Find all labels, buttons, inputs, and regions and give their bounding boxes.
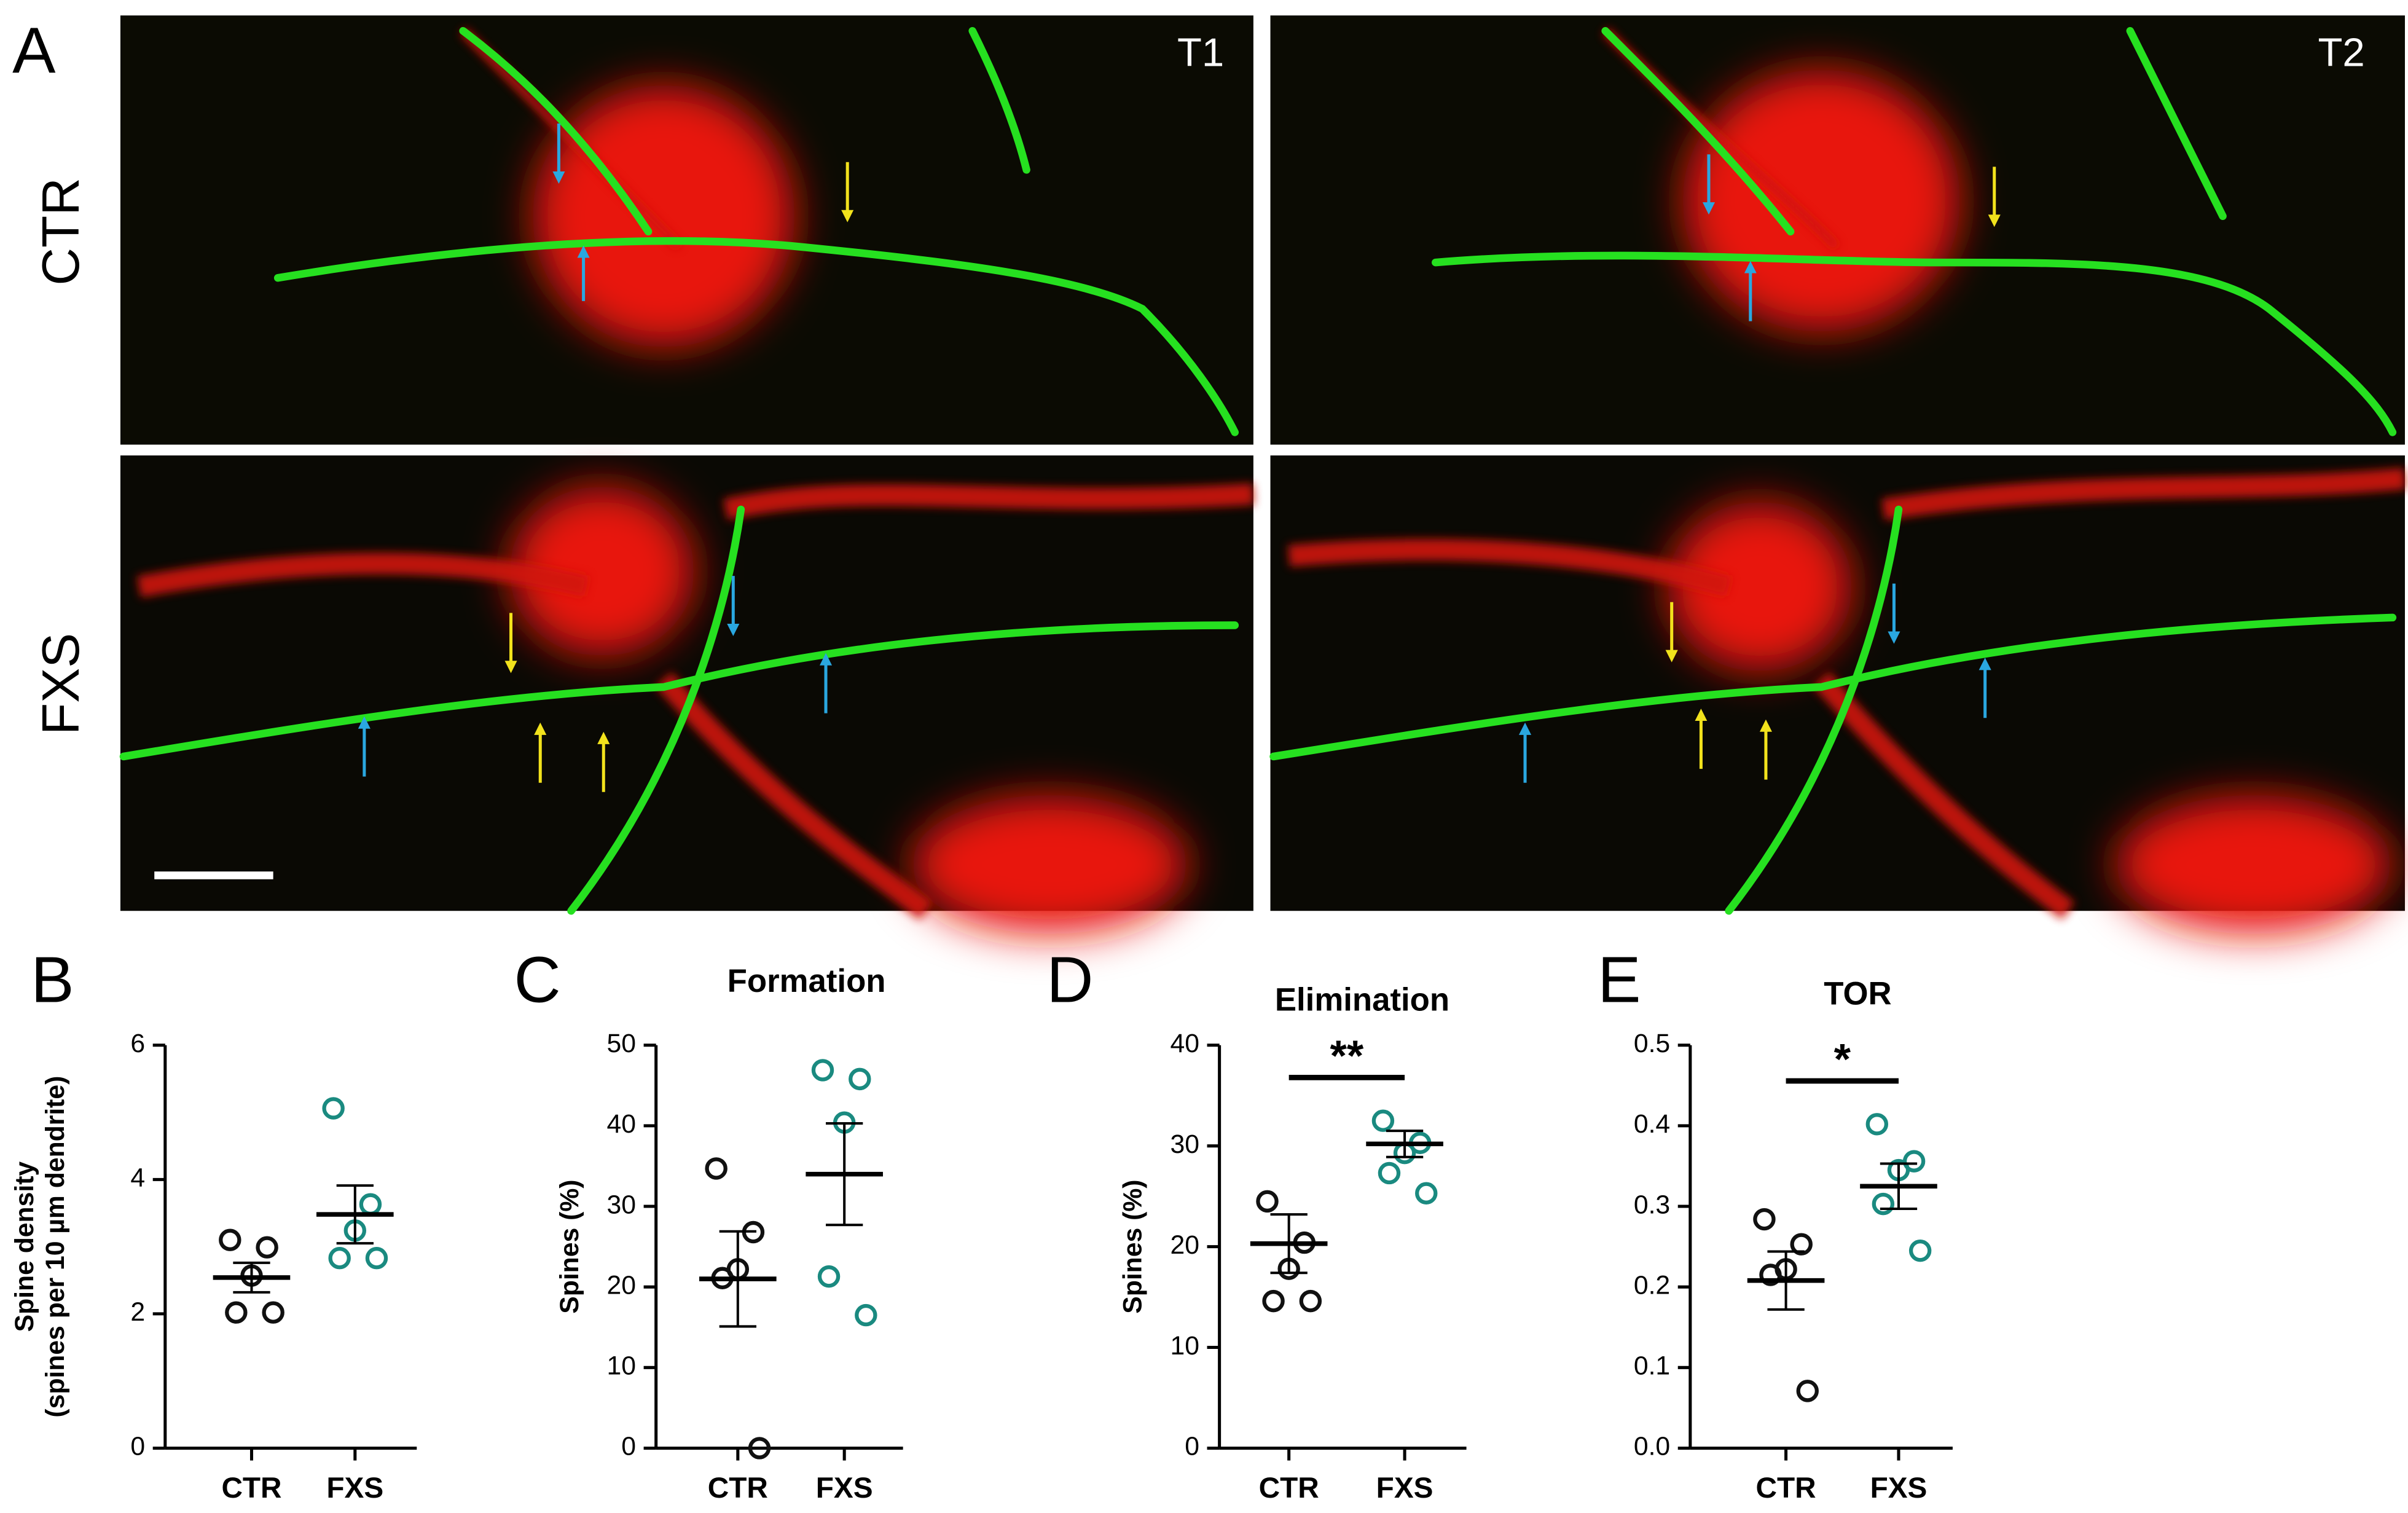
panel-label: E: [1598, 944, 1641, 1016]
y-tick-label: 40: [1170, 1029, 1199, 1058]
micrographs: [119, 15, 2406, 934]
y-tick-label: 20: [607, 1270, 636, 1300]
y-tick-label: 0.2: [1634, 1270, 1670, 1300]
x-tick-label: CTR: [1259, 1472, 1319, 1504]
data-point: [1790, 1233, 1813, 1256]
significance-label: **: [1330, 1031, 1364, 1080]
data-point: [817, 1265, 841, 1288]
y-tick-label: 40: [607, 1109, 636, 1139]
data-point: [256, 1236, 278, 1259]
column-label: T1: [1177, 30, 1224, 75]
data-point: [1378, 1161, 1401, 1185]
chart-title: Formation: [727, 963, 886, 999]
chart-title: TOR: [1824, 975, 1891, 1012]
x-tick-label: FXS: [326, 1472, 383, 1504]
panel-label: A: [12, 14, 56, 87]
y-tick-label: 0: [621, 1432, 636, 1461]
chart-title: Elimination: [1275, 981, 1449, 1018]
y-axis-label: (spines per 10 µm dendrite): [41, 1076, 70, 1418]
y-axis-label: Spines (%): [555, 1180, 584, 1314]
x-tick-label: FXS: [816, 1472, 873, 1504]
data-point: [1759, 1263, 1782, 1286]
x-tick-label: CTR: [708, 1472, 768, 1504]
column-label: T2: [2318, 30, 2364, 75]
data-point: [328, 1246, 351, 1270]
data-point: [1865, 1113, 1889, 1136]
y-tick-label: 2: [130, 1297, 145, 1327]
y-axis-label: Spines (%): [1118, 1180, 1148, 1314]
data-point: [1908, 1239, 1932, 1262]
y-tick-label: 10: [1170, 1331, 1199, 1361]
data-point: [1371, 1109, 1395, 1132]
y-tick-label: 4: [130, 1163, 145, 1193]
y-tick-label: 0: [1185, 1432, 1199, 1461]
row-label: CTR: [32, 178, 90, 286]
data-point: [1256, 1190, 1279, 1213]
data-point: [1262, 1289, 1285, 1313]
data-point: [1415, 1182, 1438, 1205]
panel-label: C: [514, 944, 561, 1016]
data-point: [365, 1246, 388, 1270]
data-point: [1872, 1192, 1895, 1216]
data-point: [1299, 1289, 1322, 1313]
data-point: [1753, 1208, 1776, 1231]
data-point: [855, 1303, 877, 1327]
y-tick-label: 10: [607, 1351, 636, 1381]
y-tick-label: 0.5: [1634, 1029, 1670, 1058]
data-point: [849, 1067, 871, 1091]
data-point: [359, 1193, 382, 1216]
x-tick-label: CTR: [221, 1472, 281, 1504]
data-point: [322, 1097, 345, 1120]
x-tick-label: FXS: [1870, 1472, 1928, 1504]
data-point: [811, 1059, 834, 1082]
x-tick-label: FXS: [1376, 1472, 1433, 1504]
data-point: [262, 1301, 284, 1324]
data-point: [748, 1437, 771, 1460]
row-label: FXS: [32, 633, 90, 735]
y-tick-label: 20: [1170, 1230, 1199, 1260]
y-tick-label: 0.4: [1634, 1109, 1670, 1139]
y-tick-label: 0: [130, 1432, 145, 1461]
y-tick-label: 0.1: [1634, 1351, 1670, 1381]
y-tick-label: 0.3: [1634, 1190, 1670, 1219]
y-tick-label: 30: [607, 1190, 636, 1219]
data-point: [705, 1157, 727, 1180]
y-tick-label: 50: [607, 1029, 636, 1058]
y-tick-label: 0.0: [1634, 1432, 1670, 1461]
data-point: [225, 1301, 248, 1324]
data-point: [219, 1228, 241, 1251]
y-axis-label: Spine density: [10, 1161, 39, 1332]
significance-label: *: [1834, 1034, 1851, 1083]
y-tick-label: 6: [130, 1029, 145, 1058]
y-tick-label: 30: [1170, 1130, 1199, 1159]
panel-label: D: [1046, 944, 1093, 1016]
x-tick-label: CTR: [1756, 1472, 1816, 1504]
panel-label: B: [31, 944, 74, 1016]
data-point: [1796, 1380, 1819, 1402]
